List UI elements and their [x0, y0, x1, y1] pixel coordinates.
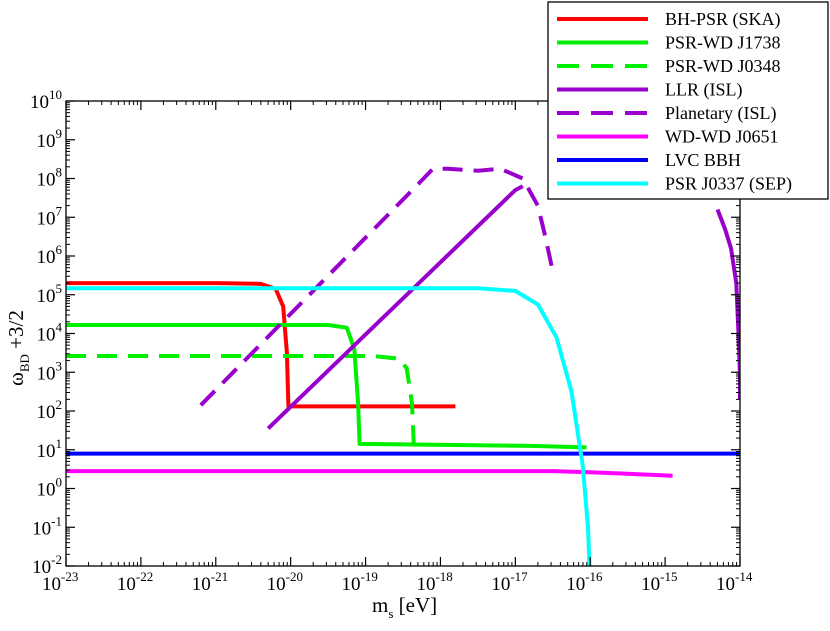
- x-tick-label: 10-17: [491, 569, 528, 595]
- legend-label: PSR J0337 (SEP): [665, 174, 792, 195]
- x-tick-label: 10-16: [566, 569, 603, 595]
- y-axis-title: ωBD +3/2: [4, 310, 32, 386]
- legend-label: LLR (ISL): [665, 80, 742, 101]
- x-tick-label: 10-14: [716, 569, 753, 595]
- legend-label: BH-PSR (SKA): [665, 9, 781, 30]
- legend-box: [547, 1, 829, 200]
- x-tick-label: 10-22: [117, 569, 153, 595]
- y-tick-label: 10-1: [32, 513, 62, 539]
- legend-label: LVC BBH: [665, 150, 741, 170]
- series-line: [66, 281, 456, 409]
- series-layer: [66, 166, 740, 566]
- series-line: [66, 354, 417, 454]
- legend-label: PSR-WD J0348: [665, 56, 781, 76]
- x-tick-label: 10-21: [192, 569, 228, 595]
- y-tick-label: 103: [37, 358, 63, 384]
- series-line: [199, 166, 555, 407]
- legend-label: WD-WD J0651: [665, 127, 778, 147]
- y-tick-label: 109: [37, 126, 63, 152]
- x-tick-label: 10-18: [416, 569, 452, 595]
- x-tick-label: 10-20: [267, 569, 303, 595]
- y-tick-label: 105: [37, 281, 63, 307]
- legend-items: BH-PSR (SKA) PSR-WD J1738 PSR-WD J0348 LLR …: [557, 9, 792, 195]
- x-tick-label: 10-15: [641, 569, 677, 595]
- legend-label: Planetary (ISL): [665, 103, 776, 124]
- y-tick-label: 107: [37, 203, 63, 229]
- series-line: [66, 469, 673, 478]
- series-line: [66, 323, 587, 450]
- legend: BH-PSR (SKA) PSR-WD J1738 PSR-WD J0348 LLR …: [547, 1, 829, 200]
- y-tick-label: 102: [37, 397, 63, 423]
- y-tick-label: 100: [37, 475, 63, 501]
- x-tick-label: 10-19: [342, 569, 378, 595]
- y-tick-labels: 10-2 10-1 100 101 102 103 104 105 106 107 108 109 10…: [30, 87, 63, 578]
- series-line: [266, 184, 524, 430]
- y-tick-label: 104: [37, 320, 63, 346]
- x-tick-labels: 10-23 10-22 10-21 10-20 10-19 10-18 10-17 10-16…: [42, 569, 753, 595]
- y-tick-label: 1010: [30, 87, 62, 113]
- legend-label: PSR-WD J1738: [665, 33, 781, 53]
- y-tick-label: 10-2: [32, 552, 62, 578]
- y-tick-label: 101: [37, 436, 63, 462]
- x-tick-label: 10-23: [42, 569, 78, 595]
- series-line: [66, 286, 592, 566]
- y-tick-label: 106: [37, 242, 63, 268]
- y-tick-label: 108: [37, 165, 63, 191]
- x-axis-title: ms [eV]: [372, 593, 437, 621]
